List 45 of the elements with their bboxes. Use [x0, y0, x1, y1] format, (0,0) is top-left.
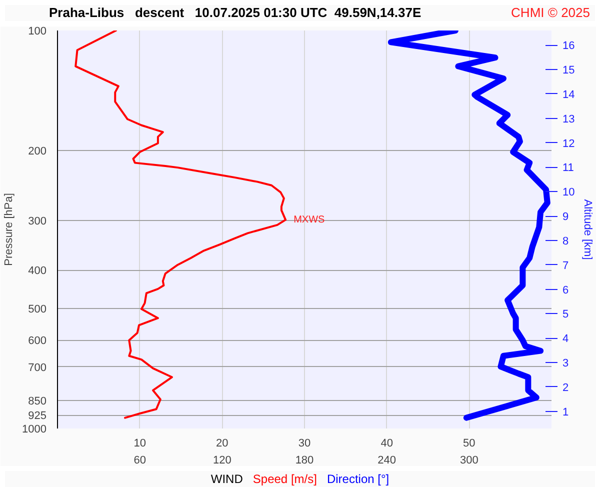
y2-axis-title: Altitude [km] [582, 199, 594, 260]
text: CHMI © 2025 [511, 5, 590, 20]
y-tick-label: 1000 [22, 424, 47, 436]
x-tick-label: 20 [216, 438, 228, 450]
y2-tick-label: 12 [562, 138, 575, 150]
text: Speed [m/s] [252, 472, 317, 486]
y2-tick-label: 15 [562, 64, 575, 77]
line-series [74, 30, 287, 419]
y2-tick-label: 9 [562, 211, 569, 224]
x-tick-label: 30 [298, 438, 311, 450]
y-tick-label: 300 [28, 215, 47, 228]
y-tick-label: 100 [28, 26, 47, 38]
x2-tick-label: 240 [378, 454, 396, 466]
y2-tick-label: 1 [562, 406, 569, 418]
text: Direction [°] [326, 472, 390, 486]
y2-tick-label: 10 [562, 186, 575, 199]
y2-tick-label: 2 [562, 382, 569, 394]
x-tick-label: 10 [134, 438, 146, 450]
y-axis-title: Pressure [hPa] [3, 193, 16, 266]
y2-tick-label: 4 [562, 333, 569, 346]
y2-tick-label: 14 [562, 88, 575, 101]
x2-tick-label: 300 [460, 454, 478, 466]
y-tick-label: 600 [28, 335, 47, 348]
x-tick-label: 50 [463, 438, 476, 450]
y2-tick-label: 13 [562, 113, 575, 126]
annotation: MXWS [294, 214, 325, 226]
y2-tick-label: 16 [562, 40, 575, 52]
y2-tick-label: 5 [562, 308, 569, 321]
x2-tick-label: 60 [134, 454, 146, 466]
x-tick-label: 40 [380, 438, 393, 450]
y2-tick-label: 7 [562, 260, 569, 272]
y2-tick-label: 3 [562, 358, 569, 370]
y-tick-label: 925 [28, 410, 47, 422]
y2-tick-label: 6 [562, 284, 569, 296]
y2-tick-label: 8 [562, 235, 569, 248]
y-tick-label: 400 [28, 265, 47, 278]
y-tick-label: 200 [28, 145, 47, 158]
x-axis-title: WIND [210, 472, 243, 486]
x2-tick-label: 180 [295, 454, 314, 466]
y2-tick-label: 11 [562, 162, 574, 174]
chart-title: Praha-Libus descent 10.07.2025 01:30 UTC 49.59N,14.37E [48, 5, 422, 20]
y-tick-label: 850 [28, 395, 47, 408]
y-tick-label: 500 [28, 304, 47, 316]
x2-tick-label: 120 [212, 454, 232, 466]
y-tick-label: 700 [28, 362, 47, 374]
